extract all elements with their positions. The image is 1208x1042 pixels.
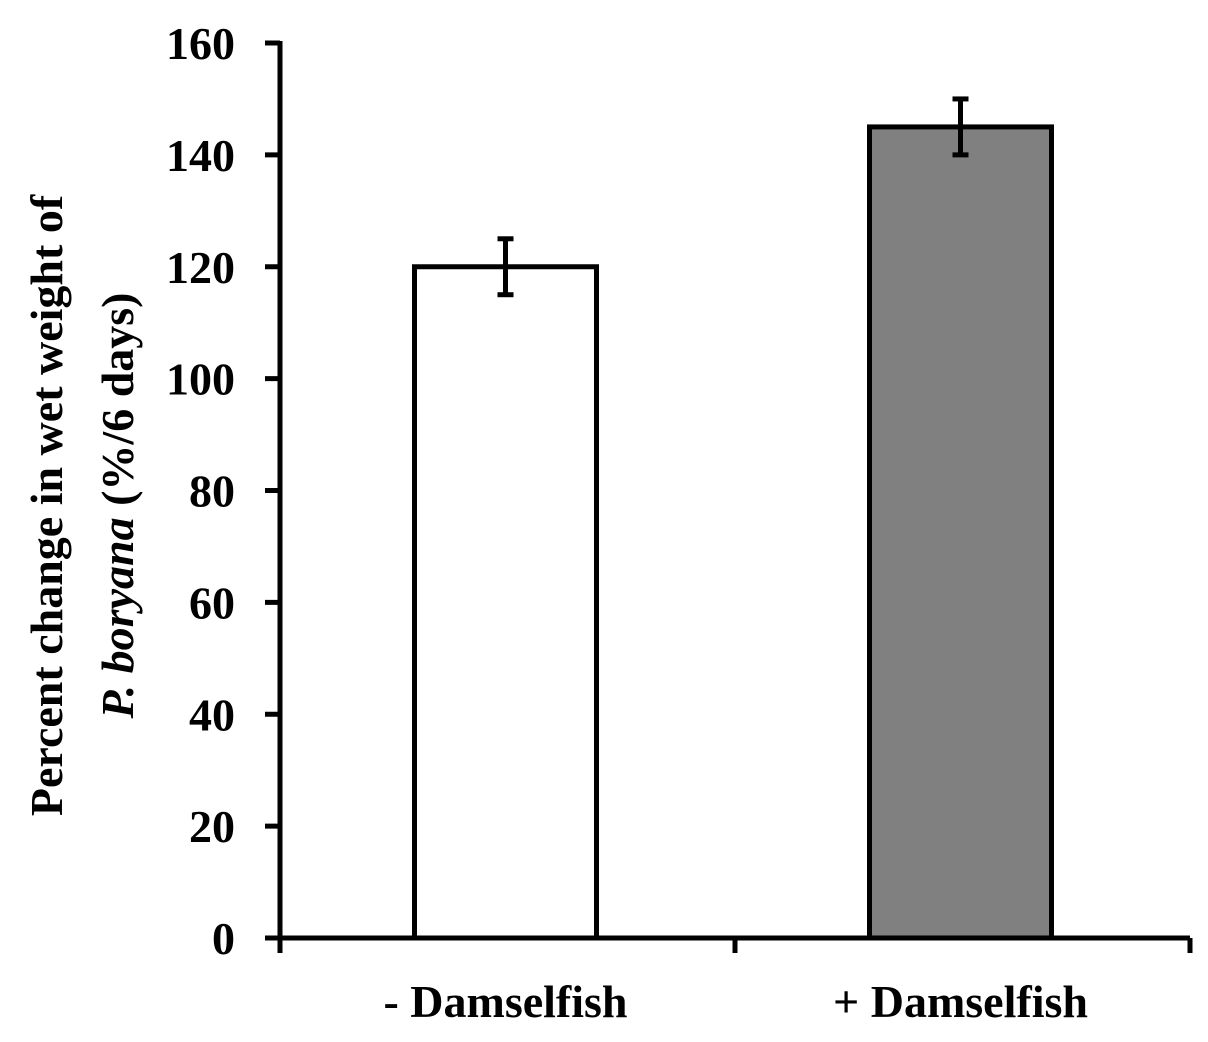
- y-tick-label-120: 120: [166, 242, 235, 293]
- y-axis-title: Percent change in wet weight of: [21, 194, 72, 816]
- y-tick-label-140: 140: [166, 130, 235, 181]
- y-tick-label-40: 40: [189, 689, 235, 740]
- y-axis-title-line1: Percent change in wet weight of: [21, 194, 72, 816]
- y-tick-label-160: 160: [166, 18, 235, 69]
- y-tick-label-80: 80: [189, 466, 235, 517]
- y-tick-label-100: 100: [166, 354, 235, 405]
- y-tick-label-20: 20: [189, 801, 235, 852]
- x-tick-label-1: - Damselfish: [383, 976, 627, 1027]
- bar-2: [867, 124, 1054, 941]
- bar-1: [412, 264, 599, 941]
- y-tick-label-60: 60: [189, 577, 235, 628]
- plot-area: - Damselfish + Damselfish 0 20 40 60 80 100 120 1…: [166, 18, 1193, 1027]
- y-axis-title-line2: P. boryana (%/6 days): [92, 293, 143, 720]
- x-tick-label-2: + Damselfish: [833, 976, 1088, 1027]
- y-axis-title-unit: (%/6 days): [92, 293, 143, 518]
- y-axis-title-species: P. boryana: [92, 517, 143, 719]
- y-tick-label-0: 0: [212, 913, 235, 964]
